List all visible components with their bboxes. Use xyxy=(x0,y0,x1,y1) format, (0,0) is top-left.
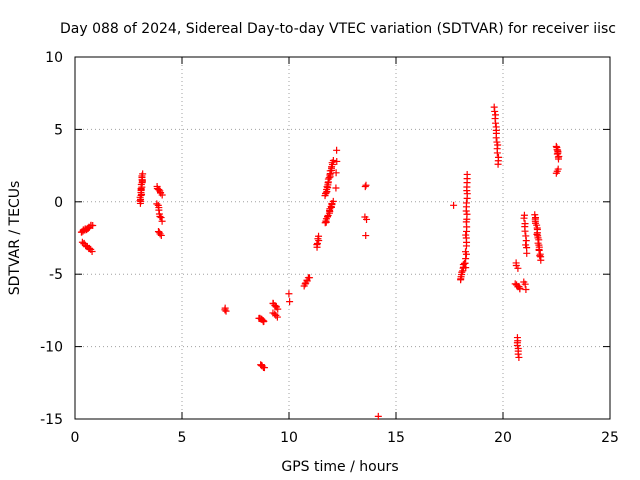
data-point xyxy=(536,252,544,260)
data-point xyxy=(332,184,340,192)
data-point xyxy=(286,298,294,306)
data-point xyxy=(462,234,470,242)
data-point xyxy=(516,285,524,293)
data-point xyxy=(462,231,470,239)
data-point xyxy=(450,201,458,209)
data-point xyxy=(514,350,522,358)
data-point xyxy=(362,232,370,240)
y-tick-label: 10 xyxy=(45,50,63,66)
data-point xyxy=(461,248,469,256)
data-point xyxy=(491,107,499,115)
data-point xyxy=(273,313,281,321)
data-point xyxy=(514,264,522,272)
data-point xyxy=(222,307,230,315)
data-point xyxy=(462,255,470,263)
data-point xyxy=(554,155,562,163)
grid-lines xyxy=(75,57,610,419)
data-point xyxy=(554,165,562,173)
data-point xyxy=(522,286,530,294)
x-tick-label: 25 xyxy=(601,430,619,446)
data-point xyxy=(329,156,337,164)
data-point xyxy=(523,249,531,257)
data-point xyxy=(156,230,164,238)
data-point xyxy=(362,181,370,189)
x-tick-label: 10 xyxy=(280,430,298,446)
data-point xyxy=(493,149,501,157)
data-point xyxy=(157,231,165,239)
data-point xyxy=(156,212,164,220)
data-point xyxy=(513,341,521,349)
data-point xyxy=(522,237,530,245)
x-tick-label: 20 xyxy=(494,430,512,446)
x-axis-label: GPS time / hours xyxy=(281,459,398,475)
data-point xyxy=(221,306,229,314)
data-point xyxy=(315,232,323,240)
data-point xyxy=(274,305,282,313)
data-point xyxy=(533,230,541,238)
data-point xyxy=(492,134,500,142)
data-points xyxy=(77,103,563,420)
data-point xyxy=(521,280,529,288)
data-point xyxy=(78,238,86,246)
data-point xyxy=(157,214,165,222)
x-tick-label: 5 xyxy=(178,430,187,446)
x-tick-labels: 0 5 10 15 20 25 xyxy=(71,430,619,446)
chart-title: Day 088 of 2024, Sidereal Day-to-day VTE… xyxy=(60,21,616,37)
data-point xyxy=(537,256,545,264)
data-point xyxy=(271,301,279,309)
data-point xyxy=(329,197,337,205)
data-point xyxy=(153,200,161,208)
data-point xyxy=(515,353,523,361)
data-point xyxy=(361,183,369,191)
data-point xyxy=(272,311,280,319)
x-tick-label: 15 xyxy=(387,430,405,446)
y-tick-label: 5 xyxy=(54,122,63,138)
data-point xyxy=(285,290,293,298)
y-tick-label: 0 xyxy=(54,195,63,211)
y-tick-label: -15 xyxy=(40,412,63,428)
data-point xyxy=(158,191,166,199)
data-point xyxy=(333,146,341,154)
data-point xyxy=(463,170,471,178)
data-point xyxy=(363,215,371,223)
data-point xyxy=(88,247,96,255)
data-point xyxy=(492,119,500,127)
data-point xyxy=(306,274,314,282)
data-point xyxy=(462,199,470,207)
axis-ticks xyxy=(74,56,611,420)
data-point xyxy=(463,210,471,218)
data-point xyxy=(458,268,466,276)
y-tick-label: -5 xyxy=(49,267,63,283)
plot-frame xyxy=(74,56,611,420)
data-point xyxy=(158,217,166,225)
data-point xyxy=(374,412,382,420)
y-tick-label: -10 xyxy=(40,340,63,356)
data-point xyxy=(333,157,341,165)
data-point xyxy=(520,214,528,222)
data-point xyxy=(260,364,268,372)
y-axis-label: SDTVAR / TECUs xyxy=(7,181,23,296)
data-point xyxy=(493,138,501,146)
data-point xyxy=(260,317,268,325)
data-point xyxy=(89,222,97,230)
data-point xyxy=(521,227,529,235)
data-point xyxy=(332,169,340,177)
data-point xyxy=(139,170,147,178)
x-tick-label: 0 xyxy=(71,430,80,446)
data-point xyxy=(494,160,502,168)
y-tick-labels: -15 -10 -5 0 5 10 xyxy=(40,50,63,428)
